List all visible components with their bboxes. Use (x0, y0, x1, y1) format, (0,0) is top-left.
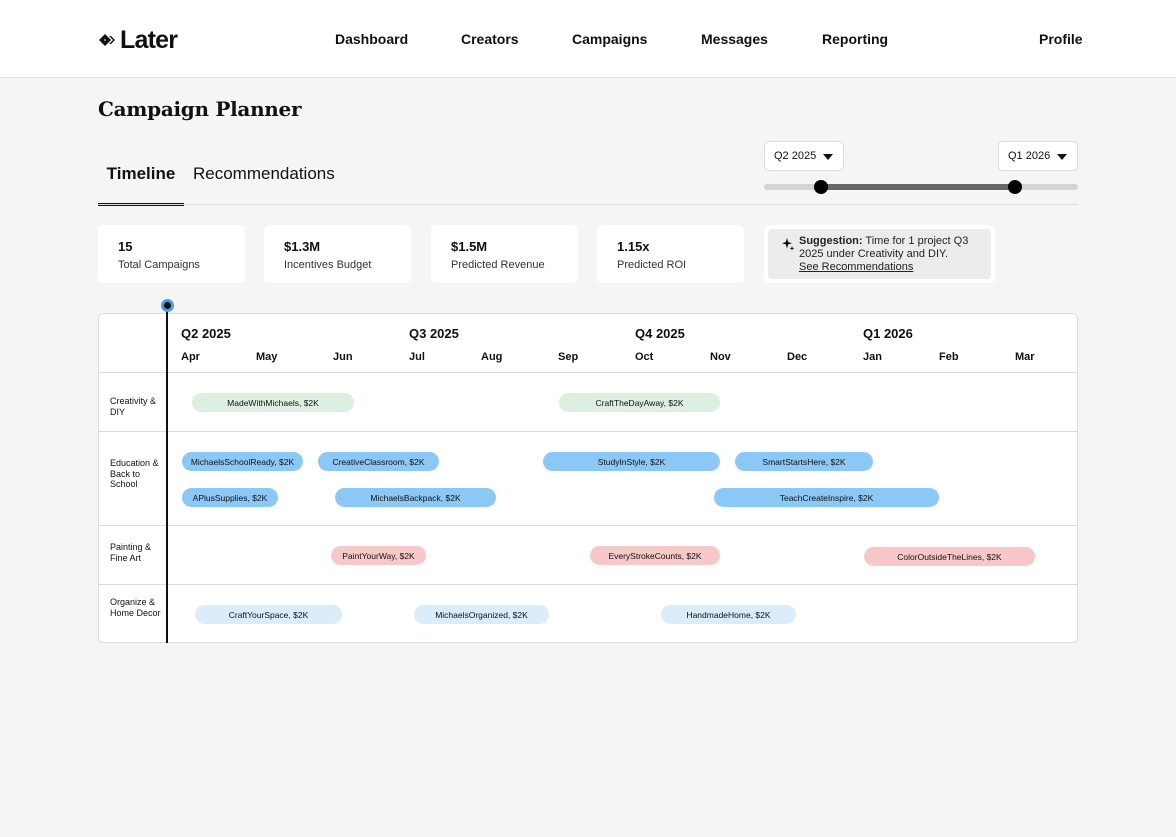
month-header: Feb (939, 351, 959, 363)
nav-messages[interactable]: Messages (701, 31, 768, 47)
stat-label: Predicted ROI (617, 259, 687, 271)
suggestion-text: Suggestion: Time for 1 project Q3 2025 u… (799, 235, 985, 274)
campaign-bar[interactable]: CreativeClassroom, $2K (318, 452, 439, 471)
nav-reporting[interactable]: Reporting (822, 31, 889, 47)
stat-label: Predicted Revenue (451, 259, 545, 271)
stat-card-predicted-roi: 1.15x Predicted ROI (597, 225, 744, 283)
suggestion-card: Suggestion: Time for 1 project Q3 2025 u… (764, 225, 995, 283)
logo-diamond-icon (99, 34, 115, 46)
row-divider (99, 372, 1077, 373)
suggestion-message: Time for 1 project Q3 2025 under Creativ… (799, 235, 969, 260)
tab-recommendations[interactable]: Recommendations (193, 164, 335, 183)
campaign-bar[interactable]: ColorOutsideTheLines, $2K (864, 547, 1035, 566)
month-header: Aug (481, 351, 503, 363)
see-recommendations-link[interactable]: See Recommendations (799, 261, 914, 273)
quarter-header: Q4 2025 (635, 326, 685, 341)
nav-dashboard[interactable]: Dashboard (335, 31, 409, 47)
stat-card-total-campaigns: 15 Total Campaigns (98, 225, 245, 283)
campaign-bar[interactable]: MadeWithMichaels, $2K (192, 393, 354, 412)
nav-profile[interactable]: Profile (1039, 31, 1083, 47)
range-end-value: Q1 2026 (1008, 150, 1051, 162)
page-title: Campaign Planner (98, 97, 302, 121)
suggestion-body: Suggestion: Time for 1 project Q3 2025 u… (768, 229, 991, 279)
range-start-value: Q2 2025 (774, 150, 817, 162)
campaign-bar[interactable]: PaintYourWay, $2K (331, 546, 426, 565)
row-divider (99, 431, 1077, 432)
top-navigation: Later Dashboard Creators Campaigns Messa… (0, 0, 1176, 78)
stat-value: 15 (118, 239, 133, 254)
stat-label: Incentives Budget (284, 259, 372, 271)
month-header: Sep (558, 351, 579, 363)
campaign-bar[interactable]: MichaelsOrganized, $2K (414, 605, 549, 624)
campaign-bar[interactable]: HandmadeHome, $2K (661, 605, 796, 624)
stat-card-predicted-revenue: $1.5M Predicted Revenue (431, 225, 578, 283)
range-slider[interactable] (764, 180, 1078, 194)
month-header: Jan (863, 351, 882, 363)
month-header: Apr (181, 351, 200, 363)
range-slider-fill (821, 184, 1015, 190)
category-label-painting: Painting & Fine Art (110, 542, 152, 563)
sparkle-icon (782, 238, 795, 251)
campaign-bar[interactable]: CraftYourSpace, $2K (195, 605, 342, 624)
row-divider (99, 525, 1077, 526)
campaign-bar[interactable]: CraftTheDayAway, $2K (559, 393, 720, 412)
quarter-header: Q1 2026 (863, 326, 913, 341)
category-label-organize: Organize & Home Decor (110, 597, 161, 618)
nav-creators[interactable]: Creators (461, 31, 519, 47)
quarter-header: Q2 2025 (181, 326, 231, 341)
month-header: Nov (710, 351, 731, 363)
month-header: Mar (1015, 351, 1035, 363)
category-label-creativity: Creativity & DIY (110, 396, 157, 417)
campaign-bar[interactable]: SmartStartsHere, $2K (735, 452, 873, 471)
logo-text: Later (120, 25, 178, 54)
campaign-bar[interactable]: TeachCreateInspire, $2K (714, 488, 939, 507)
month-header: Oct (635, 351, 654, 363)
today-marker-handle[interactable] (161, 299, 174, 312)
campaign-bar[interactable]: APlusSupplies, $2K (182, 488, 278, 507)
month-header: Dec (787, 351, 808, 363)
stat-value: $1.3M (284, 239, 321, 254)
quarter-header: Q3 2025 (409, 326, 459, 341)
category-label-education: Education & Back to School (110, 458, 159, 489)
campaign-bar[interactable]: EveryStrokeCounts, $2K (590, 546, 720, 565)
month-header: Jul (409, 351, 425, 363)
suggestion-prefix: Suggestion: (799, 235, 863, 247)
tab-timeline[interactable]: Timeline (98, 164, 184, 206)
row-divider (99, 584, 1077, 585)
campaign-bar[interactable]: StudyInStyle, $2K (543, 452, 720, 471)
later-logo[interactable]: Later (98, 25, 178, 54)
month-header: Jun (333, 351, 353, 363)
caret-down-icon (823, 154, 833, 160)
nav-campaigns[interactable]: Campaigns (572, 31, 648, 47)
stat-label: Total Campaigns (118, 259, 200, 271)
campaign-bar[interactable]: MichaelsSchoolReady, $2K (182, 452, 303, 471)
range-start-handle[interactable] (814, 180, 828, 194)
caret-down-icon (1057, 154, 1067, 160)
range-end-select[interactable]: Q1 2026 (998, 141, 1078, 171)
range-end-handle[interactable] (1008, 180, 1022, 194)
tabs-divider (98, 204, 1078, 205)
stat-card-incentives-budget: $1.3M Incentives Budget (264, 225, 411, 283)
stat-value: $1.5M (451, 239, 488, 254)
timeline-grid: Q2 2025 Q3 2025 Q4 2025 Q1 2026 Apr May … (98, 313, 1078, 643)
stat-value: 1.15x (617, 239, 650, 254)
range-start-select[interactable]: Q2 2025 (764, 141, 844, 171)
campaign-bar[interactable]: MichaelsBackpack, $2K (335, 488, 496, 507)
month-header: May (256, 351, 278, 363)
today-line (166, 307, 168, 643)
